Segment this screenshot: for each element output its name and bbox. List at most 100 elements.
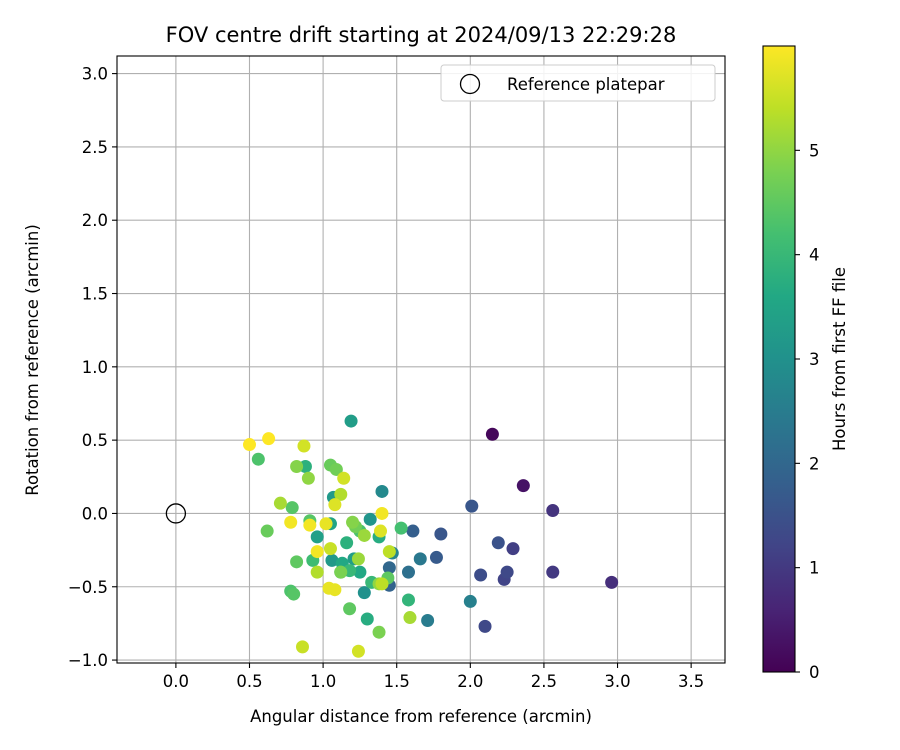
data-point <box>516 479 530 493</box>
data-point <box>334 565 348 579</box>
data-point <box>310 530 324 544</box>
data-point <box>260 524 274 538</box>
colorbar: 0 1 2 3 4 5 Hours from first FF file <box>762 45 849 682</box>
x-axis-label: Angular distance from reference (arcmin) <box>250 707 592 726</box>
data-point <box>491 536 505 550</box>
data-point <box>357 528 371 542</box>
y-tick-label: −0.5 <box>68 578 108 597</box>
data-point <box>301 471 315 485</box>
x-axis-ticks: 0.0 0.5 1.0 1.5 2.0 2.5 3.0 3.5 <box>163 663 704 691</box>
data-point <box>351 552 365 566</box>
data-point <box>394 521 408 535</box>
legend-marker-icon <box>459 73 481 95</box>
colorbar-tick-label: 2 <box>809 454 820 473</box>
data-point <box>434 527 448 541</box>
data-point <box>375 484 389 498</box>
y-tick-label: 1.0 <box>82 358 108 377</box>
y-axis-ticks: −1.0 −0.5 0.0 0.5 1.0 1.5 2.0 2.5 3.0 <box>68 65 117 670</box>
data-point <box>357 586 371 600</box>
y-tick-label: 1.5 <box>82 285 108 304</box>
data-point <box>344 414 358 428</box>
data-point <box>310 545 324 559</box>
data-point <box>273 496 287 510</box>
data-point <box>429 550 443 564</box>
colorbar-ticks: 0 1 2 3 4 5 <box>795 141 820 682</box>
data-point <box>251 452 265 466</box>
data-point <box>406 524 420 538</box>
data-point <box>363 512 377 526</box>
data-point <box>375 506 389 520</box>
data-point <box>360 612 374 626</box>
data-points <box>242 414 619 658</box>
x-tick-label: 0.0 <box>163 672 189 691</box>
chart-title: FOV centre drift starting at 2024/09/13 … <box>166 23 677 47</box>
data-point <box>401 565 415 579</box>
data-point <box>337 471 351 485</box>
data-point <box>319 517 333 531</box>
colorbar-tick-label: 0 <box>809 663 820 682</box>
data-point <box>290 460 304 474</box>
data-point <box>329 462 343 476</box>
data-point <box>322 581 336 595</box>
x-tick-label: 1.5 <box>384 672 410 691</box>
data-point <box>374 524 388 538</box>
x-tick-label: 0.5 <box>236 672 262 691</box>
y-axis-label: Rotation from reference (arcmin) <box>23 224 42 496</box>
data-point <box>500 565 514 579</box>
x-tick-label: 2.0 <box>457 672 483 691</box>
data-point <box>334 487 348 501</box>
colorbar-tick-label: 4 <box>809 246 820 265</box>
x-tick-label: 1.0 <box>310 672 336 691</box>
data-point <box>485 427 499 441</box>
reference-platepar-marker <box>165 503 187 524</box>
data-point <box>506 542 520 556</box>
data-point <box>303 518 317 532</box>
data-point <box>285 501 299 515</box>
colorbar-tick-label: 5 <box>809 141 820 160</box>
data-point <box>465 499 479 513</box>
data-point <box>323 542 337 556</box>
data-point <box>262 432 276 446</box>
y-tick-label: 0.0 <box>82 504 108 523</box>
data-point <box>372 625 386 639</box>
data-point <box>421 613 435 627</box>
data-point <box>343 602 357 616</box>
data-point <box>353 565 367 579</box>
legend-box <box>440 64 716 102</box>
data-point <box>290 555 304 569</box>
y-tick-label: 2.5 <box>82 138 108 157</box>
data-point <box>297 439 311 453</box>
y-tick-label: −1.0 <box>68 651 108 670</box>
data-point <box>413 552 427 566</box>
x-tick-label: 3.5 <box>678 672 704 691</box>
data-point <box>546 504 560 518</box>
data-point <box>546 565 560 579</box>
data-point <box>351 644 365 658</box>
data-point <box>242 438 256 452</box>
data-point <box>375 577 389 591</box>
data-point <box>295 640 309 654</box>
legend-label: Reference platepar <box>507 75 665 94</box>
data-point <box>287 587 301 601</box>
colorbar-label: Hours from first FF file <box>830 267 849 451</box>
data-point <box>328 498 342 512</box>
y-tick-label: 0.5 <box>82 431 108 450</box>
data-point <box>474 568 488 582</box>
data-point <box>478 619 492 633</box>
data-point <box>403 611 417 625</box>
data-point <box>463 594 477 608</box>
data-point <box>382 561 396 575</box>
data-point <box>284 515 298 529</box>
data-point <box>605 575 619 589</box>
plot-frame <box>116 55 726 664</box>
legend: Reference platepar <box>440 64 716 102</box>
colorbar-tick-label: 1 <box>809 559 820 578</box>
y-tick-label: 3.0 <box>82 65 108 84</box>
y-tick-label: 2.0 <box>82 211 108 230</box>
data-point <box>340 536 354 550</box>
data-point <box>346 515 360 529</box>
data-point <box>325 553 339 567</box>
data-point <box>401 593 415 607</box>
colorbar-tick-label: 3 <box>809 350 820 369</box>
